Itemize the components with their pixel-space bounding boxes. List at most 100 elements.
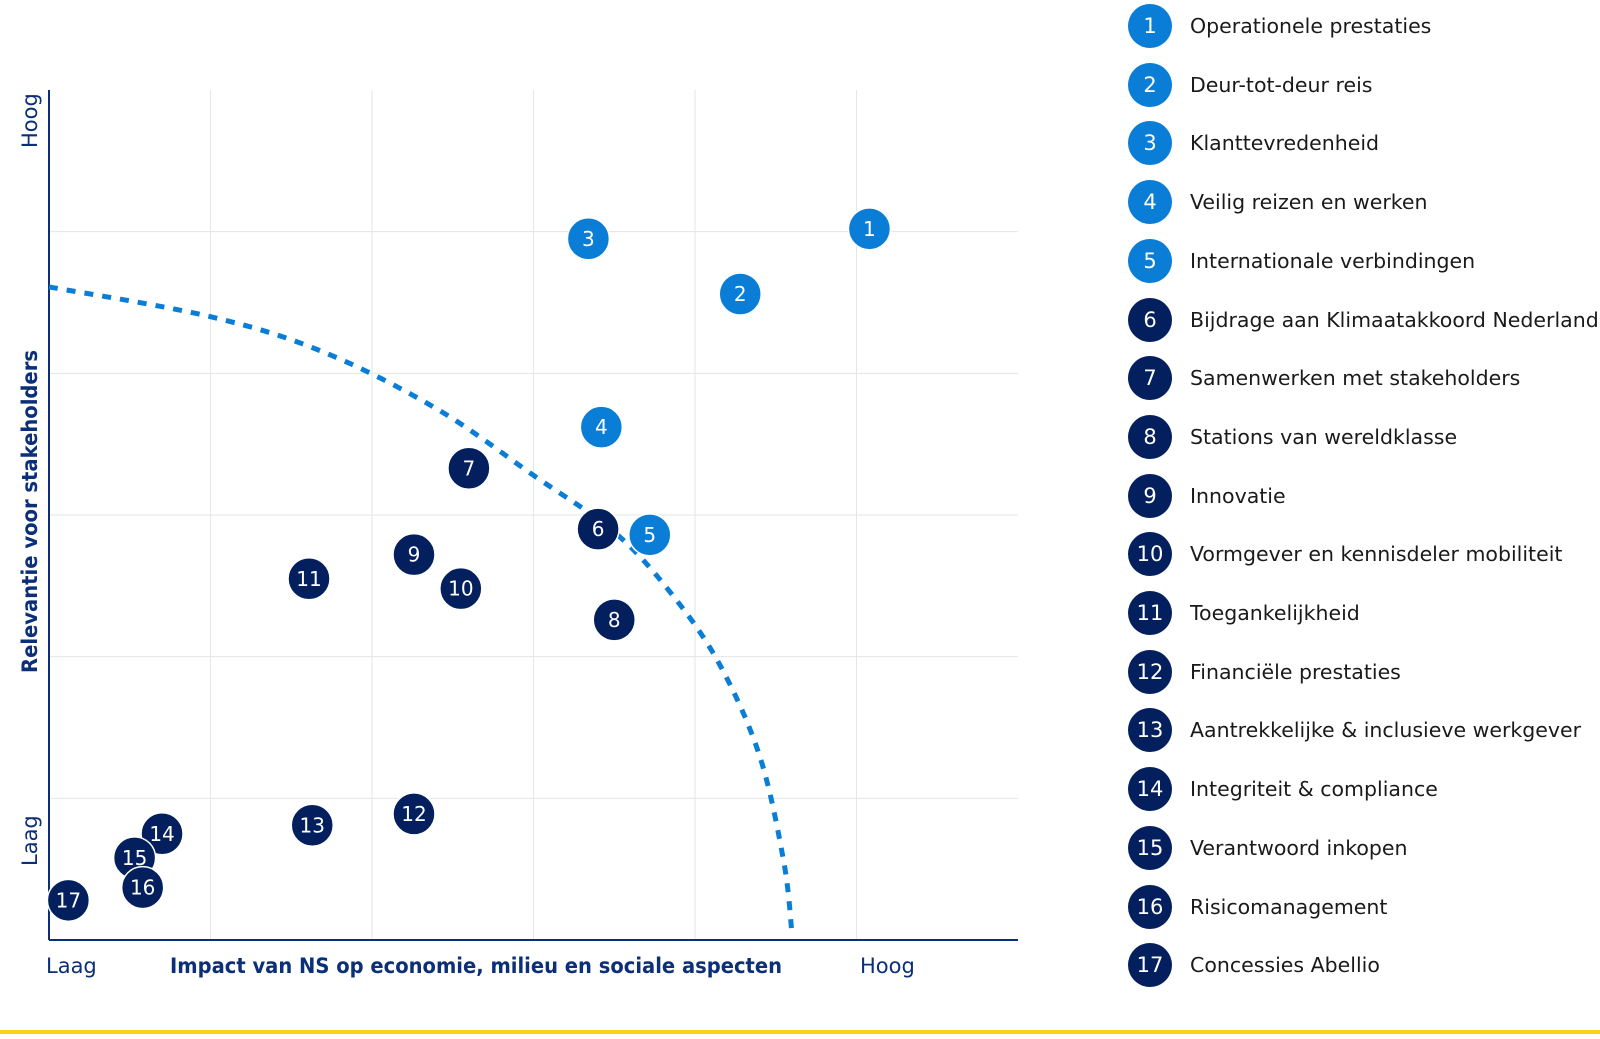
legend-number-badge: 3 <box>1128 121 1172 166</box>
legend-label: Stations van wereldklasse <box>1190 424 1458 449</box>
legend-label: Concessies Abellio <box>1190 953 1380 978</box>
legend-label: Operationele prestaties <box>1190 14 1432 38</box>
legend-number-badge: 7 <box>1128 356 1172 401</box>
legend-label: Verantwoord inkopen <box>1190 835 1408 860</box>
data-point-marker <box>392 792 436 836</box>
legend-item-6: 6 Bijdrage aan Klimaatakkoord Nederland <box>1128 297 1599 342</box>
data-point-marker <box>576 507 620 551</box>
data-point-label: 13 <box>300 813 325 837</box>
data-point-7: 7 <box>447 446 491 490</box>
data-point-marker <box>718 272 762 316</box>
legend-number-badge: 11 <box>1128 591 1172 635</box>
data-point-marker <box>579 405 624 449</box>
legend-number-badge: 13 <box>1128 708 1172 753</box>
data-point-label: 11 <box>296 567 321 591</box>
data-point-label: 6 <box>592 517 605 541</box>
data-point-12: 12 <box>392 792 436 836</box>
legend-number-badge: 5 <box>1128 238 1172 283</box>
legend-label: Deur-tot-deur reis <box>1190 72 1373 97</box>
x-axis-low-label: Laag <box>46 954 97 978</box>
legend-item-12: 12 Financiële prestaties <box>1128 649 1401 694</box>
y-axis-title: Relevantie voor stakeholders <box>18 350 42 673</box>
legend-number-badge: 15 <box>1128 825 1172 870</box>
data-point-label: 8 <box>608 608 621 632</box>
legend-number-badge: 10 <box>1128 532 1172 577</box>
data-point-marker <box>392 532 436 577</box>
legend-number-badge: 1 <box>1128 4 1172 48</box>
legend-number-badge: 14 <box>1128 767 1172 812</box>
legend-label: Klanttevredenheid <box>1190 131 1380 156</box>
data-point-marker <box>628 513 672 557</box>
legend-label: Internationale verbindingen <box>1190 248 1476 273</box>
legend-number-badge: 9 <box>1128 473 1172 518</box>
legend-item-4: 4 Veilig reizen en werken <box>1128 180 1428 225</box>
legend-label: Bijdrage aan Klimaatakkoord Nederland <box>1190 307 1599 332</box>
legend-item-17: 17 Concessies Abellio <box>1128 943 1380 988</box>
data-point-4: 4 <box>579 405 624 449</box>
data-point-marker <box>566 217 611 261</box>
legend-label: Samenwerken met stakeholders <box>1190 366 1521 391</box>
data-point-16: 16 <box>120 865 165 910</box>
y-axis-high-label: Hoog <box>18 93 42 148</box>
data-point-label: 10 <box>448 577 473 601</box>
legend-number-badge: 6 <box>1128 297 1172 342</box>
data-point-1: 1 <box>847 207 892 251</box>
legend-label: Risicomanagement <box>1190 894 1388 919</box>
data-point-marker <box>290 803 334 847</box>
legend-label: Integriteit & compliance <box>1190 777 1438 802</box>
legend-item-7: 7 Samenwerken met stakeholders <box>1128 356 1521 401</box>
legend-item-3: 3 Klanttevredenheid <box>1128 121 1380 166</box>
data-point-label: 15 <box>122 846 147 870</box>
data-point-label: 4 <box>595 415 608 439</box>
legend-label: Innovatie <box>1190 483 1286 508</box>
data-point-8: 8 <box>592 598 636 642</box>
legend-item-13: 13 Aantrekkelijke & inclusieve werkgever <box>1128 708 1581 753</box>
data-point-11: 11 <box>287 557 331 601</box>
legend-number-badge: 17 <box>1128 943 1172 988</box>
legend-item-8: 8 Stations van wereldklasse <box>1128 414 1458 459</box>
threshold-curve <box>48 284 795 934</box>
data-point-label: 5 <box>643 523 656 547</box>
data-point-label: 1 <box>863 217 876 241</box>
data-point-label: 14 <box>149 822 174 846</box>
legend-number-badge: 16 <box>1128 884 1172 929</box>
legend-label: Toegankelijkheid <box>1190 601 1360 625</box>
data-point-9: 9 <box>392 532 436 577</box>
data-point-5: 5 <box>628 513 672 557</box>
legend-item-10: 10 Vormgever en kennisdeler mobiliteit <box>1128 532 1563 577</box>
legend-number-badge: 12 <box>1128 649 1172 694</box>
data-point-label: 16 <box>130 876 155 900</box>
data-point-3: 3 <box>566 217 611 261</box>
legend-item-11: 11 Toegankelijkheid <box>1128 591 1360 635</box>
legend-label: Financiële prestaties <box>1190 659 1401 684</box>
data-point-marker <box>439 566 483 611</box>
x-axis-high-label: Hoog <box>860 954 915 978</box>
legend-item-2: 2 Deur-tot-deur reis <box>1128 62 1373 107</box>
data-point-label: 17 <box>56 888 81 912</box>
data-point-marker <box>592 598 636 642</box>
legend-item-16: 16 Risicomanagement <box>1128 884 1388 929</box>
bottom-accent-line <box>0 1030 1600 1034</box>
data-point-label: 3 <box>582 227 595 251</box>
data-point-17: 17 <box>46 878 91 923</box>
legend-number-badge: 2 <box>1128 62 1172 107</box>
legend-label: Veilig reizen en werken <box>1190 190 1428 215</box>
data-point-marker <box>847 207 892 251</box>
data-point-6: 6 <box>576 507 620 551</box>
legend-number-badge: 8 <box>1128 414 1172 459</box>
x-axis-title: Impact van NS op economie, milieu en soc… <box>170 954 782 978</box>
legend-number-badge: 4 <box>1128 180 1172 225</box>
legend-item-14: 14 Integriteit & compliance <box>1128 767 1438 812</box>
axes <box>48 90 1018 941</box>
legend-item-1: 1 Operationele prestaties <box>1128 4 1431 48</box>
legend-label: Vormgever en kennisdeler mobiliteit <box>1190 542 1563 567</box>
data-point-marker <box>120 865 165 910</box>
data-point-marker <box>46 878 91 923</box>
y-axis-low-label: Laag <box>18 815 42 866</box>
data-point-marker <box>287 557 331 601</box>
legend-item-15: 15 Verantwoord inkopen <box>1128 825 1408 870</box>
data-point-10: 10 <box>439 566 483 611</box>
data-point-label: 7 <box>463 456 476 480</box>
